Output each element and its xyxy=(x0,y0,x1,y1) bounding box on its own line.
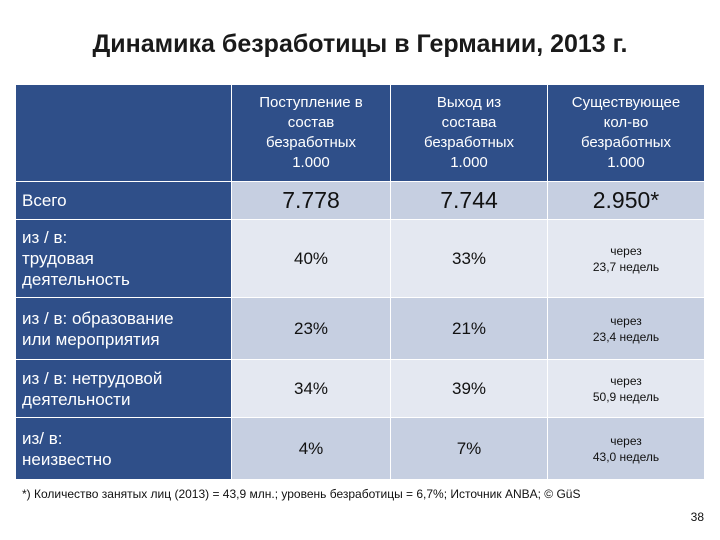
cell-employment-duration-line2: 23,7 недель xyxy=(592,259,660,274)
cell-total-outflow: 7.744 xyxy=(390,181,548,220)
row-label-employment-line2: трудовая xyxy=(22,249,94,268)
cell-inactivity-inflow: 34% xyxy=(231,359,391,418)
cell-education-duration: через 23,4 недель xyxy=(547,297,705,360)
header-stock-line1: Существующее xyxy=(571,94,681,111)
header-inflow: Поступление в состав безработных 1.000 xyxy=(231,84,391,182)
row-label-employment-line3: деятельность xyxy=(22,270,130,289)
header-outflow-line4: 1.000 xyxy=(450,154,488,171)
header-inflow-line2: состав xyxy=(287,114,335,131)
header-inflow-line4: 1.000 xyxy=(292,154,330,171)
row-label-unknown-line2: неизвестно xyxy=(22,449,112,469)
cell-education-duration-line2: 23,4 недель xyxy=(592,329,660,344)
page-title: Динамика безработицы в Германии, 2013 г. xyxy=(92,30,628,58)
cell-unknown-duration-line1: через xyxy=(610,433,642,448)
row-label-unknown: из/ в: неизвестно xyxy=(15,417,232,480)
row-label-employment: из / в: трудовая деятельность xyxy=(15,219,232,298)
table-row-total: Всего 7.778 7.744 2.950* xyxy=(15,181,705,220)
cell-total-inflow: 7.778 xyxy=(231,181,391,220)
row-label-education-line2: или мероприятия xyxy=(22,329,160,349)
row-label-employment-line1: из / в: xyxy=(22,228,68,247)
cell-total-stock: 2.950* xyxy=(547,181,705,220)
header-corner xyxy=(15,84,232,182)
cell-inactivity-duration-line1: через xyxy=(610,373,642,388)
table-row-education: из / в: образование или мероприятия 23% … xyxy=(15,297,705,360)
row-label-inactivity-line2: деятельности xyxy=(22,389,131,409)
row-label-education: из / в: образование или мероприятия xyxy=(15,297,232,360)
row-label-education-line1: из / в: образование xyxy=(22,308,174,328)
table-row-inactivity: из / в: нетрудовой деятельности 34% 39% … xyxy=(15,359,705,418)
cell-employment-inflow: 40% xyxy=(231,219,391,298)
table-row-unknown: из/ в: неизвестно 4% 7% через 43,0 недел… xyxy=(15,417,705,480)
header-stock-line2: кол-во xyxy=(603,114,649,131)
row-label-total: Всего xyxy=(15,181,232,220)
page-number: 38 xyxy=(690,510,704,524)
cell-education-outflow: 21% xyxy=(390,297,548,360)
unemployment-table: Поступление в состав безработных 1.000 В… xyxy=(15,84,705,480)
cell-inactivity-duration-line2: 50,9 недель xyxy=(592,389,660,404)
header-outflow-line3: безработных xyxy=(423,134,515,151)
header-outflow-line1: Выход из xyxy=(436,94,502,111)
cell-unknown-inflow: 4% xyxy=(231,417,391,480)
cell-unknown-outflow: 7% xyxy=(390,417,548,480)
cell-education-inflow: 23% xyxy=(231,297,391,360)
row-label-inactivity-line1: из / в: нетрудовой xyxy=(22,368,163,388)
table-row-employment: из / в: трудовая деятельность 40% 33% че… xyxy=(15,219,705,298)
cell-inactivity-duration: через 50,9 недель xyxy=(547,359,705,418)
header-inflow-line1: Поступление в xyxy=(259,94,363,111)
cell-unknown-duration-line2: 43,0 недель xyxy=(592,449,660,464)
cell-employment-outflow: 33% xyxy=(390,219,548,298)
cell-employment-duration: через 23,7 недель xyxy=(547,219,705,298)
row-label-unknown-line1: из/ в: xyxy=(22,428,63,448)
cell-unknown-duration: через 43,0 недель xyxy=(547,417,705,480)
cell-employment-duration-line1: через xyxy=(610,243,642,258)
cell-education-duration-line1: через xyxy=(610,313,642,328)
header-outflow-line2: состава xyxy=(441,114,497,131)
header-stock: Существующее кол-во безработных 1.000 xyxy=(547,84,705,182)
table-header-row: Поступление в состав безработных 1.000 В… xyxy=(15,84,705,182)
footnote: *) Количество занятых лиц (2013) = 43,9 … xyxy=(22,487,581,501)
header-inflow-line3: безработных xyxy=(265,134,357,151)
row-label-inactivity: из / в: нетрудовой деятельности xyxy=(15,359,232,418)
header-outflow: Выход из состава безработных 1.000 xyxy=(390,84,548,182)
cell-inactivity-outflow: 39% xyxy=(390,359,548,418)
header-stock-line4: 1.000 xyxy=(607,154,645,171)
header-stock-line3: безработных xyxy=(580,134,672,151)
